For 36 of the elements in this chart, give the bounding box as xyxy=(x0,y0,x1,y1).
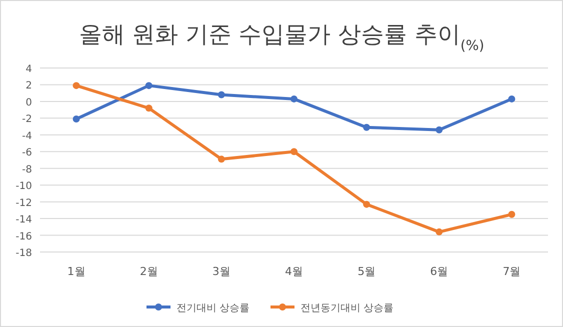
point xyxy=(218,91,225,98)
point xyxy=(508,95,516,102)
x-tick-label: 2월 xyxy=(140,265,158,278)
point xyxy=(72,116,80,123)
y-tick-label: -10 xyxy=(16,181,32,192)
legend-label: 전기대비 상승률 xyxy=(176,303,250,314)
point xyxy=(436,228,443,236)
y-tick-label: -12 xyxy=(16,198,32,209)
x-tick-label: 1월 xyxy=(67,265,86,278)
y-tick-label: -18 xyxy=(16,248,32,259)
y-tick-label: -6 xyxy=(22,148,32,159)
x-tick-label: 5월 xyxy=(358,265,376,278)
y-tick-label: -16 xyxy=(16,231,32,242)
point xyxy=(363,124,370,131)
point xyxy=(290,148,298,156)
point xyxy=(436,126,443,134)
y-tick-label: -8 xyxy=(22,164,32,176)
y-tick-label: -2 xyxy=(22,114,32,126)
y-tick-label: -4 xyxy=(22,130,32,142)
point xyxy=(363,200,370,208)
y-tick-label: 2 xyxy=(26,80,32,92)
x-tick-label: 4월 xyxy=(285,265,303,278)
legend-label: 전년동기대비 상승률 xyxy=(300,303,394,314)
point xyxy=(145,104,152,112)
x-tick-label: 7월 xyxy=(502,265,521,278)
x-tick-label: 3월 xyxy=(212,265,230,278)
point xyxy=(508,210,516,218)
chart-title: 올해 원화 기준 수입물가 상승률 추이$_{(%)}$ xyxy=(78,22,484,54)
point xyxy=(72,82,80,90)
y-tick-label: 0 xyxy=(26,97,32,108)
point xyxy=(218,156,225,163)
y-tick-label: 4 xyxy=(26,64,32,75)
y-tick-label: -14 xyxy=(16,214,32,226)
point xyxy=(290,95,298,102)
point xyxy=(145,82,152,90)
x-tick-label: 6월 xyxy=(430,265,448,278)
